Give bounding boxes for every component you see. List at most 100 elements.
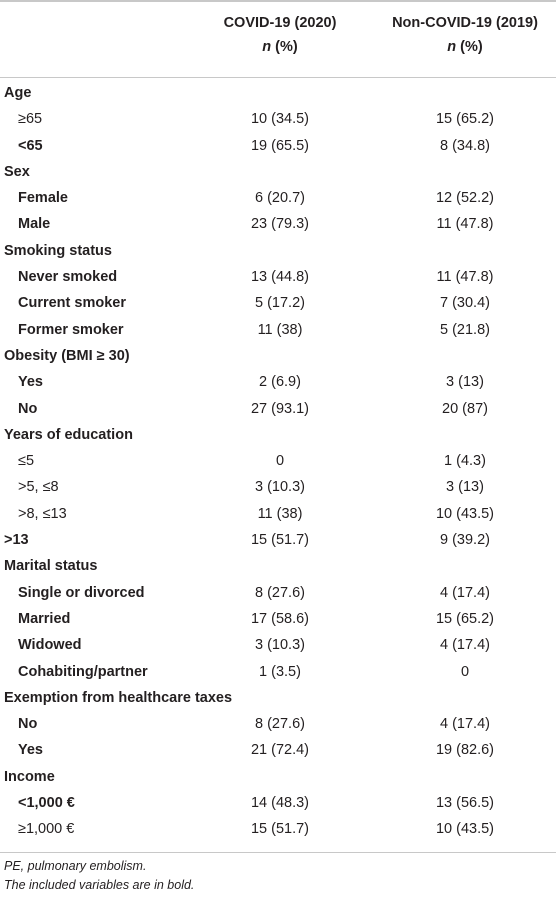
row-label: Single or divorced	[18, 584, 145, 601]
cell-non-covid: 3 (13)	[446, 479, 484, 496]
top-rule	[0, 0, 556, 2]
table-row: Smoking status	[0, 238, 556, 264]
table-row: No 27 (93.1) 20 (87)	[0, 396, 556, 422]
table-row: Widowed 3 (10.3) 4 (17.4)	[0, 632, 556, 658]
table-row: Cohabiting/partner 1 (3.5) 0	[0, 659, 556, 685]
category-label: Obesity (BMI ≥ 30)	[4, 347, 130, 364]
table-row: Exemption from healthcare taxes	[0, 685, 556, 711]
cell-non-covid: 10 (43.5)	[435, 821, 495, 838]
column-subtitle-covid: n (%)	[262, 39, 298, 55]
cell-covid: 8 (27.6)	[255, 716, 305, 733]
category-label: Smoking status	[4, 242, 112, 259]
row-label: No	[18, 716, 38, 733]
header-rule	[0, 77, 556, 78]
table-row: Male 23 (79.3) 11 (47.8)	[0, 211, 556, 237]
table-row: Years of education	[0, 422, 556, 448]
table-footnotes: PE, pulmonary embolism. The included var…	[4, 857, 194, 895]
cell-covid: 13 (44.8)	[250, 269, 310, 286]
table-row: ≥65 10 (34.5) 15 (65.2)	[0, 106, 556, 132]
cell-covid: 11 (38)	[257, 321, 303, 338]
row-label: Current smoker	[18, 295, 126, 312]
cell-non-covid: 4 (17.4)	[440, 716, 490, 733]
cell-covid: 6 (20.7)	[255, 190, 305, 207]
row-label: Yes	[18, 374, 43, 391]
cell-non-covid: 20 (87)	[442, 400, 488, 417]
table-row: No 8 (27.6) 4 (17.4)	[0, 711, 556, 737]
table-row: >5, ≤8 3 (10.3) 3 (13)	[0, 474, 556, 500]
table-body: Age ≥65 10 (34.5) 15 (65.2) <65 19 (65.5…	[0, 80, 556, 843]
cell-non-covid: 13 (56.5)	[435, 795, 495, 812]
cell-non-covid: 5 (21.8)	[440, 321, 490, 338]
cell-covid: 3 (10.3)	[255, 637, 305, 654]
cell-covid: 14 (48.3)	[250, 795, 310, 812]
row-label: Male	[18, 216, 51, 233]
row-label: Female	[18, 190, 68, 207]
cell-covid: 1 (3.5)	[259, 663, 301, 680]
cell-covid: 23 (79.3)	[250, 216, 310, 233]
row-label: <65	[18, 137, 43, 154]
cell-covid: 11 (38)	[257, 505, 303, 522]
column-title-non-covid: Non-COVID-19 (2019)	[392, 15, 538, 31]
cell-non-covid: 11 (47.8)	[436, 269, 494, 286]
table-row: Female 6 (20.7) 12 (52.2)	[0, 185, 556, 211]
footnote-abbreviation: PE, pulmonary embolism.	[4, 859, 147, 873]
row-label: >13	[4, 532, 29, 549]
category-label: Exemption from healthcare taxes	[4, 689, 233, 706]
row-label: Widowed	[18, 637, 82, 654]
row-label: >5, ≤8	[18, 479, 59, 496]
cell-non-covid: 12 (52.2)	[435, 190, 495, 207]
cell-covid: 10 (34.5)	[250, 111, 310, 128]
table-row: ≤5 0 1 (4.3)	[0, 448, 556, 474]
row-label: ≥65	[18, 111, 43, 128]
cell-non-covid: 19 (82.6)	[435, 742, 495, 759]
row-label: Never smoked	[18, 269, 118, 286]
cell-non-covid: 10 (43.5)	[435, 505, 495, 522]
table-row: Never smoked 13 (44.8) 11 (47.8)	[0, 264, 556, 290]
row-label: Former smoker	[18, 321, 124, 338]
row-label: >8, ≤13	[18, 505, 67, 522]
row-label: ≥1,000 €	[18, 821, 75, 838]
cell-covid: 0	[275, 453, 285, 470]
row-label: ≤5	[18, 453, 35, 470]
table-row: <1,000 € 14 (48.3) 13 (56.5)	[0, 790, 556, 816]
cell-covid: 8 (27.6)	[255, 584, 305, 601]
cell-non-covid: 1 (4.3)	[444, 453, 486, 470]
table-row: Former smoker 11 (38) 5 (21.8)	[0, 317, 556, 343]
row-label: No	[18, 400, 38, 417]
row-label: Yes	[18, 742, 43, 759]
cell-covid: 21 (72.4)	[250, 742, 310, 759]
cell-non-covid: 9 (39.2)	[440, 532, 490, 549]
cell-covid: 15 (51.7)	[250, 532, 310, 549]
table-row: ≥1,000 € 15 (51.7) 10 (43.5)	[0, 816, 556, 842]
category-label: Sex	[4, 163, 30, 180]
cell-covid: 5 (17.2)	[255, 295, 305, 312]
cell-non-covid: 4 (17.4)	[440, 637, 490, 654]
table-row: Sex	[0, 159, 556, 185]
cell-non-covid: 0	[460, 663, 470, 680]
column-title-covid: COVID-19 (2020)	[223, 15, 337, 31]
column-subtitle-non-covid: n (%)	[447, 39, 483, 55]
table-row: <65 19 (65.5) 8 (34.8)	[0, 133, 556, 159]
table-row: Current smoker 5 (17.2) 7 (30.4)	[0, 290, 556, 316]
table-row: Yes 21 (72.4) 19 (82.6)	[0, 737, 556, 763]
column-header-non-covid: Non-COVID-19 (2019) n (%)	[374, 11, 556, 59]
cell-covid: 19 (65.5)	[250, 137, 310, 154]
category-label: Age	[4, 85, 32, 101]
row-label: Married	[18, 610, 71, 627]
cell-non-covid: 15 (65.2)	[435, 610, 495, 627]
table-row: Married 17 (58.6) 15 (65.2)	[0, 606, 556, 632]
table-row: Income	[0, 764, 556, 790]
category-label: Years of education	[4, 426, 133, 443]
cell-covid: 2 (6.9)	[259, 374, 301, 391]
table-row: Obesity (BMI ≥ 30)	[0, 343, 556, 369]
footnote-bold-note: The included variables are in bold.	[4, 878, 195, 892]
cell-non-covid: 11 (47.8)	[436, 216, 494, 233]
cell-non-covid: 8 (34.8)	[440, 137, 490, 154]
cell-non-covid: 7 (30.4)	[440, 295, 490, 312]
cell-covid: 3 (10.3)	[255, 479, 305, 496]
bottom-rule	[0, 852, 556, 853]
table-row: Age	[0, 80, 556, 106]
row-label: Cohabiting/partner	[18, 663, 148, 680]
table-row: >13 15 (51.7) 9 (39.2)	[0, 527, 556, 553]
